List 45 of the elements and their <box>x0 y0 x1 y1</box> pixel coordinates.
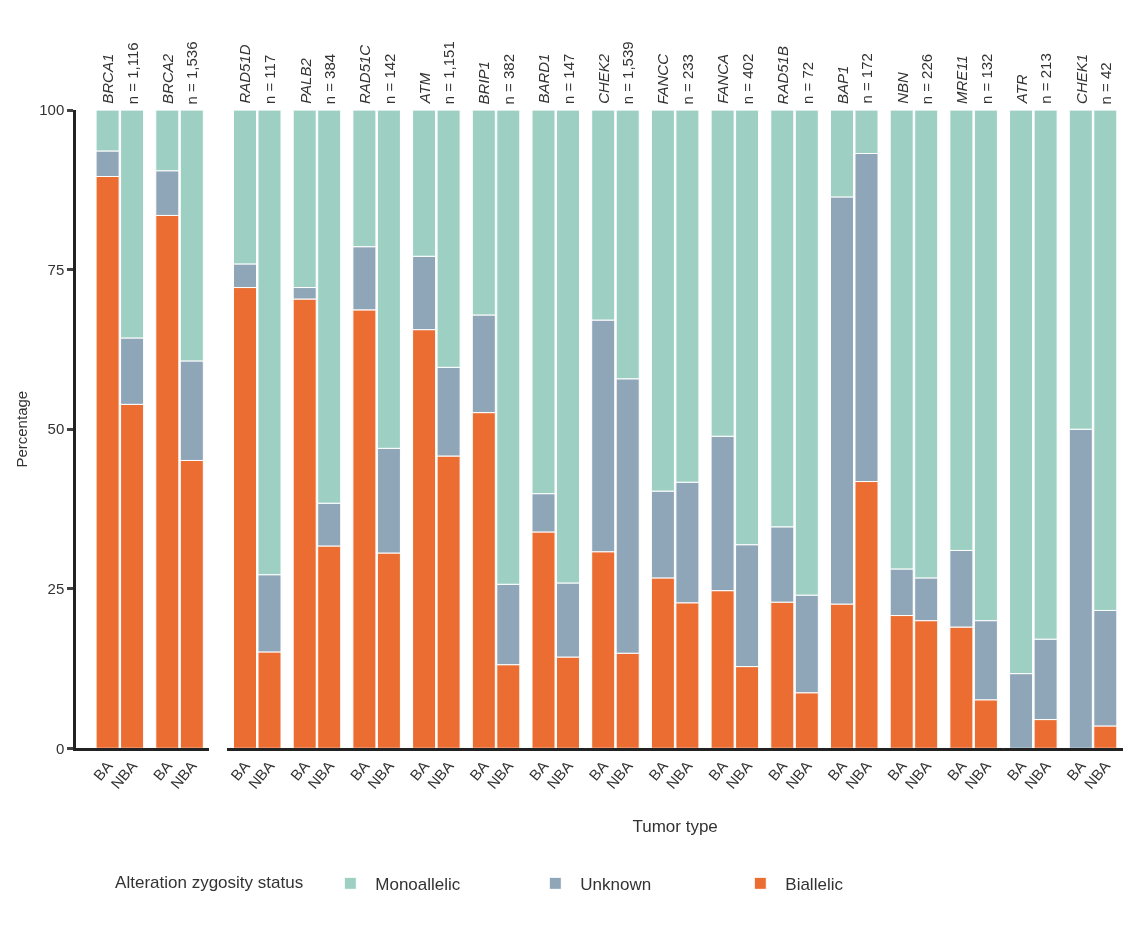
chart-subtitle: n = 142 <box>380 53 398 105</box>
y-axis-title: Percentage <box>13 390 31 468</box>
chart-title: ATR <box>1012 74 1030 105</box>
chart-title: BRCA1 <box>99 53 117 104</box>
y-tick-label: 50 <box>47 420 65 438</box>
chart-title: FANCA <box>714 53 732 104</box>
chart-subtitle: n = 42 <box>1097 62 1115 105</box>
legend-label: Unknown <box>580 874 652 894</box>
y-tick-label: 0 <box>55 739 65 757</box>
chart-subtitle: n = 1,536 <box>183 41 201 105</box>
y-tick-label: 75 <box>47 260 65 278</box>
chart-title: RAD51C <box>355 44 373 105</box>
chart-subtitle: n = 213 <box>1037 53 1055 104</box>
chart-subtitle: n = 147 <box>559 53 577 105</box>
chart-subtitle: n = 1,151 <box>439 41 457 105</box>
x-axis-title: Tumor type <box>632 817 718 837</box>
y-tick-label: 25 <box>47 579 65 597</box>
chart-subtitle: n = 382 <box>500 53 518 105</box>
chart-title: BARD1 <box>535 53 553 104</box>
chart-subtitle: n = 72 <box>798 61 816 104</box>
chart-subtitle: n = 402 <box>738 53 756 105</box>
chart-subtitle: n = 1,116 <box>123 42 141 105</box>
chart-title: ATM <box>415 72 433 105</box>
chart-subtitle: n = 233 <box>679 54 697 105</box>
chart-subtitle: n = 1,539 <box>619 41 637 105</box>
chart-title: PALB2 <box>296 57 314 104</box>
chart-title: FANCC <box>654 53 672 105</box>
legend-label: Monoallelic <box>375 874 461 894</box>
chart-title: BRIP1 <box>475 61 493 105</box>
chart-subtitle: n = 172 <box>858 53 876 104</box>
chart-title: MRE11 <box>952 55 970 105</box>
y-tick-label: 100 <box>39 101 65 119</box>
chart-title: CHEK1 <box>1072 53 1090 104</box>
chart-title: RAD51B <box>774 46 792 105</box>
chart-subtitle: n = 132 <box>977 53 995 105</box>
chart-title: BRCA2 <box>158 53 176 104</box>
chart-subtitle: n = 226 <box>918 53 936 105</box>
legend-title: Alteration zygosity status <box>115 872 318 892</box>
chart-subtitle: n = 384 <box>321 53 339 105</box>
chart-title: CHEK2 <box>594 53 612 104</box>
chart-title: RAD51D <box>236 44 254 104</box>
chart-title: BAP1 <box>833 65 851 105</box>
legend-label: Biallelic <box>785 874 844 894</box>
chart-title: NBN <box>893 71 911 104</box>
chart-subtitle: n = 117 <box>260 54 278 105</box>
